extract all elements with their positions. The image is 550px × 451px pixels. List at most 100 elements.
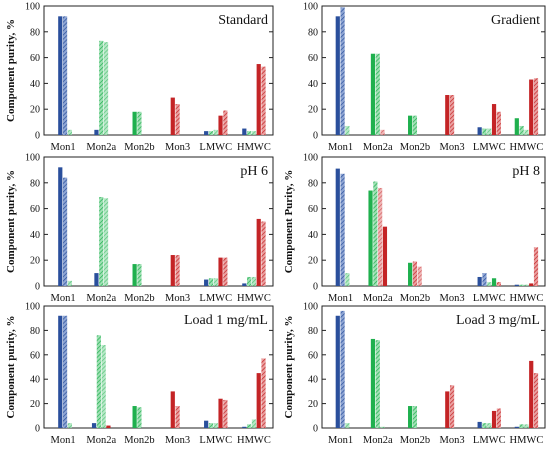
bar-hmwc-2 (247, 131, 252, 135)
bar-mon2a-3 (103, 42, 109, 136)
bar-mon2b-3 (417, 266, 422, 286)
y-tick-label: 0 (313, 424, 318, 435)
bar-hmwc-2 (519, 125, 524, 135)
y-tick-label: 0 (35, 131, 40, 142)
y-tick-label: 40 (30, 230, 40, 241)
x-category-label: LMWC (473, 293, 506, 304)
bar-mon2a-2 (99, 196, 104, 286)
bar-mon1-3 (345, 273, 350, 286)
bar-mon2a-3 (380, 129, 385, 135)
x-category-label: HMWC (237, 142, 271, 153)
bar-hmwc-5 (533, 373, 539, 428)
bar-mon2b-2 (412, 261, 418, 286)
bar-lmwc-4 (491, 278, 497, 286)
x-category-label: HMWC (237, 435, 271, 446)
y-axis-label: Component purity, % (283, 316, 295, 419)
x-category-label: Mon2a (363, 293, 393, 304)
bar-mon3-2 (175, 255, 180, 286)
y-tick-label: 80 (308, 326, 318, 337)
bar-lmwc-5 (223, 110, 228, 135)
y-tick-label: 20 (308, 256, 318, 267)
y-axis-label: Component Purity, % (283, 170, 295, 274)
bar-lmwc-1 (477, 127, 482, 135)
bar-mon1-1 (335, 16, 340, 135)
bar-lmwc-3 (487, 423, 492, 428)
x-category-label: Mon3 (165, 142, 190, 153)
bar-mon2b-2 (412, 406, 418, 428)
bar-lmwc-3 (213, 278, 218, 286)
bar-hmwc-3 (524, 424, 529, 428)
bar-hmwc-5 (261, 66, 266, 135)
y-tick-label: 0 (313, 282, 318, 293)
x-category-label: Mon2b (124, 142, 154, 153)
plot-frame (321, 5, 546, 136)
bar-mon2b-1 (408, 406, 413, 428)
bar-mon2b-1 (132, 406, 137, 428)
y-axis-label: Component purity, % (5, 316, 17, 419)
bar-hmwc-3 (251, 276, 257, 286)
y-tick-label: 20 (30, 399, 40, 410)
x-category-label: LMWC (199, 293, 232, 304)
x-category-label: LMWC (199, 435, 232, 446)
bar-mon2b-1 (132, 264, 137, 286)
bar-hmwc-1 (514, 118, 519, 135)
bar-mon1-2 (340, 173, 345, 286)
panel-title: Standard (218, 13, 268, 28)
y-tick-label: 60 (308, 53, 318, 64)
bar-hmwc-4 (529, 283, 534, 286)
y-tick-label: 100 (25, 153, 40, 164)
bar-hmwc-1 (242, 283, 247, 286)
bar-lmwc-1 (204, 131, 209, 135)
x-category-label: HMWC (509, 293, 543, 304)
x-category-label: Mon2b (124, 435, 154, 446)
y-axis-label: Component purity, % (5, 19, 17, 122)
y-tick-label: 20 (30, 105, 40, 116)
plot-frame (43, 156, 274, 287)
bar-hmwc-4 (256, 218, 261, 286)
bar-mon2a-2 (373, 181, 378, 286)
bar-hmwc-2 (247, 276, 252, 286)
x-category-label: Mon2b (400, 293, 430, 304)
bar-hmwc-3 (251, 131, 257, 135)
bar-lmwc-4 (491, 410, 497, 428)
x-category-label: LMWC (473, 435, 506, 446)
bar-mon1-3 (345, 423, 350, 428)
y-tick-label: 100 (25, 302, 40, 313)
plot-frame (321, 156, 546, 287)
chart-panel-1: 0 20 40 60 80 100 Standard Component purity, % M… (5, 2, 274, 153)
bar-mon1-1 (58, 16, 63, 135)
bar-lmwc-3 (487, 128, 492, 135)
y-tick-label: 20 (308, 399, 318, 410)
bar-lmwc-1 (204, 279, 209, 286)
chart-panel-3: 0 20 40 60 80 100 pH 6 Component purity, % Mon1 M… (5, 153, 274, 304)
bar-lmwc-1 (477, 276, 482, 286)
panel-title: pH 6 (240, 164, 268, 179)
bar-mon2a-1 (91, 423, 97, 428)
bar-hmwc-1 (514, 284, 519, 286)
bar-mon1-2 (62, 315, 68, 428)
bar-mon1-3 (67, 423, 72, 428)
bar-mon3-2 (175, 406, 180, 428)
y-tick-label: 60 (30, 53, 40, 64)
x-category-label: Mon2b (124, 293, 154, 304)
bar-mon3-1 (170, 97, 175, 135)
x-category-label: Mon1 (328, 293, 353, 304)
bar-mon3-2 (449, 385, 455, 428)
bar-mon3-1 (445, 391, 450, 428)
bar-hmwc-4 (529, 79, 534, 135)
bar-mon2a-4 (382, 226, 388, 286)
x-category-label: Mon2a (86, 293, 116, 304)
bar-mon1-2 (340, 310, 345, 428)
y-tick-label: 80 (30, 178, 40, 189)
x-category-label: Mon3 (165, 293, 190, 304)
y-tick-label: 100 (303, 153, 318, 164)
bar-hmwc-2 (519, 424, 524, 428)
bar-lmwc-2 (482, 273, 487, 286)
y-tick-label: 80 (30, 326, 40, 337)
panel-title: Load 3 mg/mL (456, 313, 540, 328)
x-category-label: LMWC (199, 142, 232, 153)
bar-lmwc-2 (482, 423, 487, 428)
x-category-label: Mon1 (51, 293, 76, 304)
x-category-label: Mon2a (86, 435, 116, 446)
